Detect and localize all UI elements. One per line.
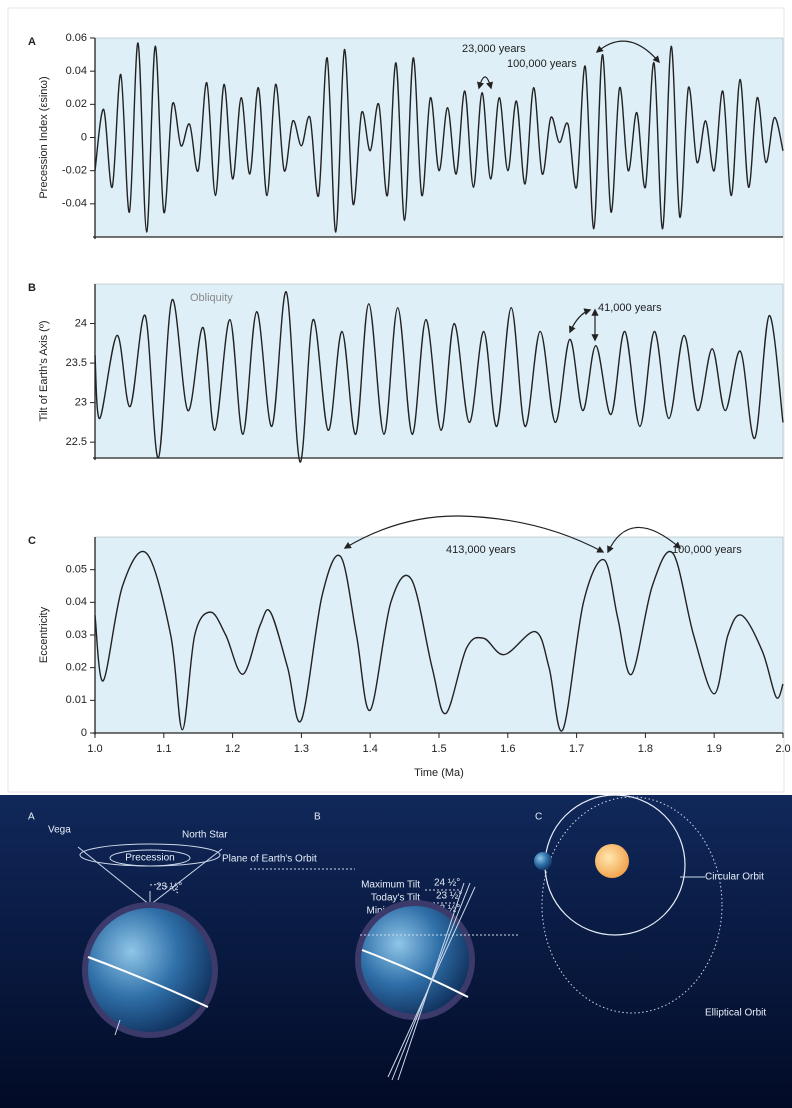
tilt-label: Today's Tilt [371, 893, 420, 904]
axis-line [387, 886, 476, 1078]
y-tick-label: -0.02 [62, 165, 87, 177]
tilt-value: 22 ½° [434, 904, 460, 915]
y-tick-label: 0.04 [66, 596, 87, 608]
annotation-arrow [595, 40, 660, 64]
star-label: North Star [182, 830, 228, 841]
y-tick-label: 0.03 [66, 629, 87, 641]
y-tick-label: 0.04 [66, 65, 87, 77]
angle-label: 23 ½° [156, 882, 182, 893]
data-line [94, 42, 784, 233]
annotation: Obliquity [190, 292, 233, 304]
y-tick-label: -0.04 [62, 198, 87, 210]
annotation: 41,000 years [598, 302, 662, 314]
equator [87, 956, 209, 1008]
x-tick-label: 1.4 [363, 743, 378, 755]
y-tick-label: 23 [75, 397, 87, 409]
x-tick-label: 2.0 [775, 743, 790, 755]
x-axis-label: Time (Ma) [414, 767, 464, 779]
axis-line [149, 848, 223, 906]
equator [361, 949, 469, 998]
charts: A Precession Index (εsinω) -0.04 -0.02 0 0.02… [7, 7, 791, 793]
panel-label: B [314, 812, 321, 823]
x-tick-label: 1.0 [87, 743, 102, 755]
diagram: A B C Precession Vega North Star 23 ½° P… [0, 795, 792, 1108]
panel-label: A [28, 812, 35, 823]
plot-area [94, 37, 784, 238]
plot-area [94, 536, 784, 734]
y-tick-label: 23.5 [66, 357, 87, 369]
y-tick-label: 22.5 [66, 436, 87, 448]
y-tick-label: 0 [81, 727, 87, 739]
x-tick-label: 1.5 [431, 743, 446, 755]
x-tick-label: 1.9 [707, 743, 722, 755]
precession-ellipse [109, 849, 191, 867]
tilt-value: 24 ½° [434, 878, 460, 889]
tilt-label: Maximum Tilt [361, 880, 420, 891]
elliptical-orbit [541, 796, 723, 1014]
tilt-value: 23 ½° [436, 891, 462, 902]
x-tick-label: 1.7 [569, 743, 584, 755]
y-tick-label: 24 [75, 317, 87, 329]
precession-label: Precession [125, 853, 174, 864]
annotation-arrow [343, 515, 605, 553]
x-tick-label: 1.3 [294, 743, 309, 755]
y-tick-label: 0.02 [66, 98, 87, 110]
annotation-arrow [477, 76, 493, 90]
chart-label: C [28, 535, 36, 547]
axis-line [114, 1019, 121, 1036]
annotation-arrow [569, 308, 592, 334]
orbit-plane-label: Plane of Earth's Orbit [222, 854, 317, 865]
annotation: 100,000 years [672, 544, 742, 556]
annotation: 23,000 years [462, 43, 526, 55]
chart-label: A [28, 36, 36, 48]
data-line [94, 291, 784, 463]
star-label: Vega [48, 825, 71, 836]
data-line [94, 550, 784, 732]
earth [361, 906, 469, 1014]
y-tick-label: 0.01 [66, 694, 87, 706]
annotation: 100,000 years [507, 58, 577, 70]
annotation: 413,000 years [446, 544, 516, 556]
y-tick-label: 0.06 [66, 32, 87, 44]
sun [595, 844, 629, 878]
panel-label: C [535, 812, 542, 823]
y-tick-label: 0.05 [66, 564, 87, 576]
orbit-label: Circular Orbit [705, 872, 764, 883]
y-axis-label: Tilt of Earth's Axis (º) [38, 320, 50, 421]
y-tick-label: 0 [81, 131, 87, 143]
frame [7, 7, 785, 793]
earth [88, 908, 212, 1032]
chart-label: B [28, 282, 36, 294]
axis-line [77, 846, 151, 906]
x-tick-label: 1.6 [500, 743, 515, 755]
y-axis-label: Eccentricity [38, 606, 50, 663]
annotation-arrow [607, 526, 682, 554]
y-tick-label: 0.02 [66, 662, 87, 674]
orbit-label: Elliptical Orbit [705, 1008, 766, 1019]
plot-area [94, 283, 784, 459]
x-tick-label: 1.2 [225, 743, 240, 755]
x-tick-label: 1.8 [638, 743, 653, 755]
axis-line [397, 882, 465, 1081]
y-axis-label: Precession Index (εsinω) [38, 76, 50, 198]
x-tick-label: 1.1 [156, 743, 171, 755]
earth [534, 852, 552, 870]
